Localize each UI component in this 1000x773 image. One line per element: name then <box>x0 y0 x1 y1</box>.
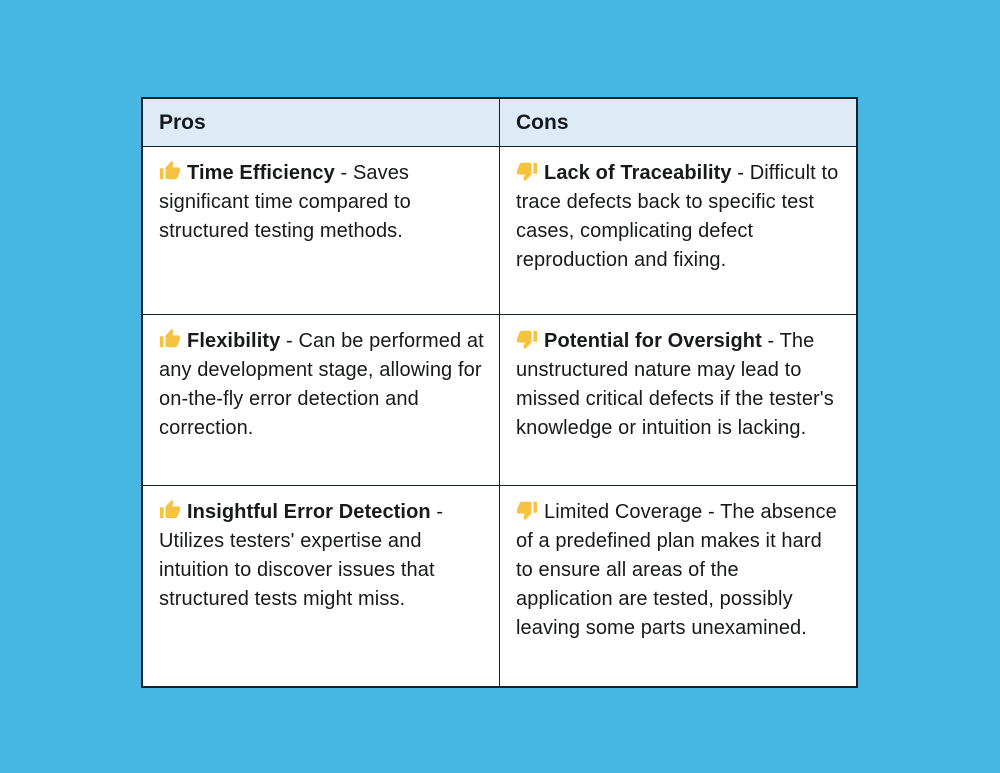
pro-description: Can be performed at any development stag… <box>159 330 484 439</box>
pro-term: Flexibility <box>187 330 281 352</box>
term-separator: - <box>280 330 299 352</box>
con-description: The absence of a predefined plan makes i… <box>516 501 837 639</box>
pros-cell: Flexibility - Can be performed at any de… <box>141 314 500 486</box>
thumbs-down-icon <box>516 330 538 350</box>
thumbs-up-icon <box>159 328 181 348</box>
pro-term: Insightful Error Detection <box>187 501 431 523</box>
table-row: Time Efficiency - Saves significant time… <box>141 146 858 315</box>
cons-cell: Limited Coverage - The absence of a pred… <box>499 485 858 687</box>
term-separator: - <box>761 330 780 352</box>
term-separator: - <box>334 162 353 184</box>
con-term: Lack of Traceability <box>544 162 732 184</box>
con-term: Limited Coverage <box>544 501 703 523</box>
table-row: Flexibility - Can be performed at any de… <box>141 314 858 486</box>
thumbs-down-icon <box>516 162 538 182</box>
con-description: The unstructured nature may lead to miss… <box>516 330 834 439</box>
pro-description: Utilizes testers' expertise and intuitio… <box>159 530 435 610</box>
cons-column-header: Cons <box>499 97 858 147</box>
table-row: Insightful Error Detection - Utilizes te… <box>141 485 858 687</box>
term-separator: - <box>702 501 721 523</box>
thumbs-up-icon <box>159 499 181 519</box>
pro-description: Saves significant time compared to struc… <box>159 162 411 242</box>
pros-cons-table: Pros Cons Time Efficiency - Saves signif… <box>141 97 858 688</box>
pros-column-header: Pros <box>141 97 500 147</box>
table-header-row: Pros Cons <box>141 97 858 147</box>
pros-cell: Insightful Error Detection - Utilizes te… <box>141 485 500 687</box>
cons-cell: Lack of Traceability - Difficult to trac… <box>499 146 858 315</box>
thumbs-up-icon <box>159 160 181 180</box>
term-separator: - <box>430 501 444 523</box>
pro-term: Time Efficiency <box>187 162 335 184</box>
con-description: Difficult to trace defects back to speci… <box>516 162 839 271</box>
con-term: Potential for Oversight <box>544 330 762 352</box>
pros-cell: Time Efficiency - Saves significant time… <box>141 146 500 315</box>
term-separator: - <box>731 162 750 184</box>
cons-cell: Potential for Oversight - The unstructur… <box>499 314 858 486</box>
thumbs-down-icon <box>516 501 538 521</box>
